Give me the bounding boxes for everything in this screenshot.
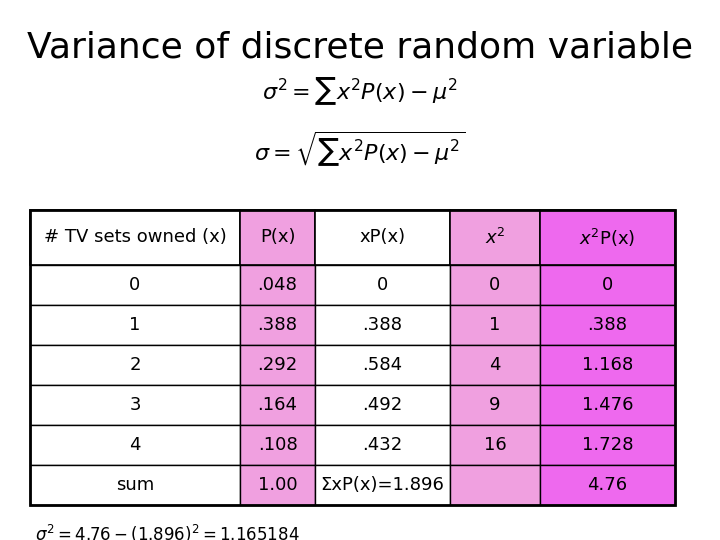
Text: .292: .292 <box>257 356 297 374</box>
Text: $\sigma^2 = 4.76 - (1.896)^2 = 1.165184$: $\sigma^2 = 4.76 - (1.896)^2 = 1.165184$ <box>35 523 300 540</box>
Text: Variance of discrete random variable: Variance of discrete random variable <box>27 30 693 64</box>
Bar <box>540 210 675 265</box>
Bar <box>315 210 450 265</box>
Bar <box>315 265 450 305</box>
Text: $\sigma = \sqrt{\sum x^2 P(x) - \mu^2}$: $\sigma = \sqrt{\sum x^2 P(x) - \mu^2}$ <box>254 130 466 169</box>
Text: # TV sets owned (x): # TV sets owned (x) <box>44 228 226 246</box>
Bar <box>450 385 540 425</box>
Bar <box>240 265 315 305</box>
Bar <box>540 385 675 425</box>
Text: 16: 16 <box>484 436 506 454</box>
Bar <box>240 385 315 425</box>
Bar <box>540 345 675 385</box>
Text: $x^2$: $x^2$ <box>485 227 505 247</box>
Bar <box>450 305 540 345</box>
Text: 4: 4 <box>490 356 500 374</box>
Text: 9: 9 <box>490 396 500 414</box>
Text: 1.476: 1.476 <box>582 396 634 414</box>
Text: sum: sum <box>116 476 154 494</box>
Text: 2: 2 <box>130 356 140 374</box>
Bar <box>450 210 540 265</box>
Text: 4: 4 <box>130 436 140 454</box>
Text: .048: .048 <box>258 276 297 294</box>
Text: .164: .164 <box>258 396 297 414</box>
Bar <box>30 465 240 505</box>
Bar <box>30 265 240 305</box>
Text: P(x): P(x) <box>260 228 295 246</box>
Bar <box>240 345 315 385</box>
Bar <box>315 425 450 465</box>
Text: .388: .388 <box>588 316 628 334</box>
Text: ΣxP(x)=1.896: ΣxP(x)=1.896 <box>320 476 444 494</box>
Text: $\sigma^2 = \sum x^2 P(x) - \mu^2$: $\sigma^2 = \sum x^2 P(x) - \mu^2$ <box>262 75 458 107</box>
Bar <box>315 385 450 425</box>
Bar <box>30 210 675 505</box>
Bar <box>315 305 450 345</box>
Text: 0: 0 <box>377 276 388 294</box>
Text: 0: 0 <box>130 276 140 294</box>
Text: .108: .108 <box>258 436 297 454</box>
Bar <box>540 305 675 345</box>
Bar <box>30 425 240 465</box>
Bar <box>540 425 675 465</box>
Text: 1.728: 1.728 <box>582 436 634 454</box>
Bar <box>450 265 540 305</box>
Bar <box>450 345 540 385</box>
Text: .492: .492 <box>362 396 402 414</box>
Bar <box>30 385 240 425</box>
Text: $x^2$P(x): $x^2$P(x) <box>580 226 636 248</box>
Bar <box>315 465 450 505</box>
Text: .432: .432 <box>362 436 402 454</box>
Text: 0: 0 <box>490 276 500 294</box>
Bar <box>540 265 675 305</box>
Bar <box>240 425 315 465</box>
Bar <box>240 305 315 345</box>
Text: 1: 1 <box>490 316 500 334</box>
Text: 3: 3 <box>130 396 140 414</box>
Bar <box>450 425 540 465</box>
Text: 1.00: 1.00 <box>258 476 297 494</box>
Text: .388: .388 <box>362 316 402 334</box>
Bar <box>240 465 315 505</box>
Text: 4.76: 4.76 <box>588 476 628 494</box>
Bar <box>540 465 675 505</box>
Text: 0: 0 <box>602 276 613 294</box>
Bar <box>30 305 240 345</box>
Bar <box>30 345 240 385</box>
Text: .584: .584 <box>362 356 402 374</box>
Text: 1.168: 1.168 <box>582 356 633 374</box>
Bar <box>240 210 315 265</box>
Text: .388: .388 <box>258 316 297 334</box>
Bar <box>315 345 450 385</box>
Bar <box>30 210 240 265</box>
Bar <box>450 465 540 505</box>
Text: 1: 1 <box>130 316 140 334</box>
Text: xP(x): xP(x) <box>359 228 405 246</box>
